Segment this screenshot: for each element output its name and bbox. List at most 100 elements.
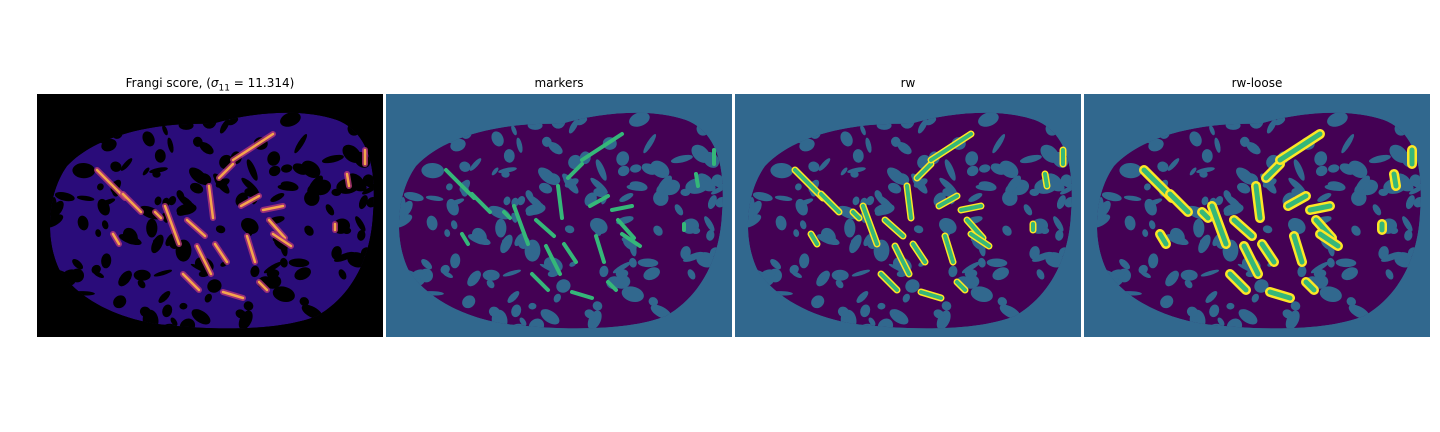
background-hole xyxy=(1251,293,1259,303)
background-hole xyxy=(808,161,820,172)
background-hole xyxy=(486,279,495,289)
background-hole xyxy=(643,133,657,154)
background-hole xyxy=(421,258,433,270)
background-hole xyxy=(621,286,644,303)
background-hole xyxy=(190,182,204,194)
background-hole xyxy=(133,269,151,281)
background-hole xyxy=(467,270,481,287)
background-hole xyxy=(941,301,952,311)
background-hole xyxy=(1045,252,1065,268)
background-hole xyxy=(1229,244,1239,255)
background-hole xyxy=(1217,317,1225,327)
background-hole xyxy=(182,244,192,255)
background-hole xyxy=(874,190,883,201)
background-hole xyxy=(137,279,146,289)
background-hole xyxy=(501,170,510,178)
background-hole xyxy=(1165,270,1179,287)
vessel-ridge xyxy=(345,172,351,188)
background-hole xyxy=(1409,186,1421,195)
vessel-marker xyxy=(919,290,943,300)
background-hole xyxy=(488,205,511,220)
background-hole xyxy=(643,267,660,281)
background-hole xyxy=(1346,297,1356,307)
background-hole xyxy=(860,125,866,136)
background-hole xyxy=(246,159,258,181)
background-hole xyxy=(1142,229,1149,237)
background-hole xyxy=(358,195,368,210)
background-hole xyxy=(1144,183,1151,191)
vessel-marker xyxy=(1303,279,1317,293)
background-hole xyxy=(227,117,239,126)
background-hole xyxy=(799,253,810,269)
background-hole xyxy=(347,252,367,268)
background-hole xyxy=(241,177,259,194)
background-hole xyxy=(1236,167,1255,185)
background-hole xyxy=(835,279,844,289)
background-hole xyxy=(349,180,367,192)
vessel-marker xyxy=(809,232,819,246)
background-hole xyxy=(235,309,247,319)
background-hole xyxy=(1140,270,1151,279)
background-hole xyxy=(818,158,831,171)
vessel-marker xyxy=(1227,271,1249,293)
background-hole xyxy=(1368,154,1391,164)
background-hole xyxy=(338,269,347,280)
background-hole xyxy=(1372,204,1382,216)
vessel-marker xyxy=(959,204,983,212)
background-hole xyxy=(540,309,560,325)
background-hole xyxy=(680,246,691,260)
background-hole xyxy=(961,261,980,274)
background-hole xyxy=(446,198,459,216)
background-hole xyxy=(674,204,684,216)
markers-panel-title: markers xyxy=(534,76,584,90)
background-hole xyxy=(514,233,525,247)
background-hole xyxy=(500,234,513,254)
background-hole xyxy=(304,190,320,206)
background-hole xyxy=(525,190,534,201)
vessel-marker xyxy=(534,218,556,238)
background-hole xyxy=(1262,178,1277,188)
background-hole xyxy=(357,230,366,241)
vessel-ridge xyxy=(257,280,269,292)
background-hole xyxy=(1040,144,1060,163)
background-hole xyxy=(691,144,711,163)
background-hole xyxy=(1378,188,1389,197)
background-hole xyxy=(1215,196,1224,206)
background-hole xyxy=(511,125,517,136)
background-hole xyxy=(617,165,630,177)
background-hole xyxy=(774,195,793,201)
background-hole xyxy=(1266,119,1277,134)
vessel-marker xyxy=(1231,217,1255,239)
background-hole xyxy=(1019,154,1042,164)
background-hole xyxy=(503,196,511,206)
background-hole xyxy=(1184,279,1193,289)
background-hole xyxy=(77,215,89,231)
background-hole xyxy=(992,267,1009,281)
background-hole xyxy=(167,137,174,153)
background-hole xyxy=(72,258,84,270)
background-hole xyxy=(576,117,588,126)
vessel-marker xyxy=(1285,193,1309,209)
background-hole xyxy=(568,119,579,134)
background-hole xyxy=(553,293,561,303)
background-hole xyxy=(856,291,869,303)
vessel-marker xyxy=(606,280,618,292)
background-hole xyxy=(528,318,545,329)
background-hole xyxy=(905,279,920,293)
vessel-ridge xyxy=(267,218,287,240)
background-hole xyxy=(711,174,723,187)
background-hole xyxy=(968,192,983,203)
background-hole xyxy=(1246,142,1261,155)
background-hole xyxy=(770,162,793,179)
vessel-ridge xyxy=(231,132,275,162)
background-hole xyxy=(491,167,499,176)
vessel-marker xyxy=(694,172,700,188)
background-hole xyxy=(1385,269,1394,280)
background-hole xyxy=(760,269,776,279)
background-hole xyxy=(795,183,802,191)
background-hole xyxy=(880,244,890,255)
frangi-score-image xyxy=(37,94,383,337)
background-hole xyxy=(997,297,1007,307)
background-hole xyxy=(747,214,762,228)
background-hole xyxy=(495,218,507,238)
